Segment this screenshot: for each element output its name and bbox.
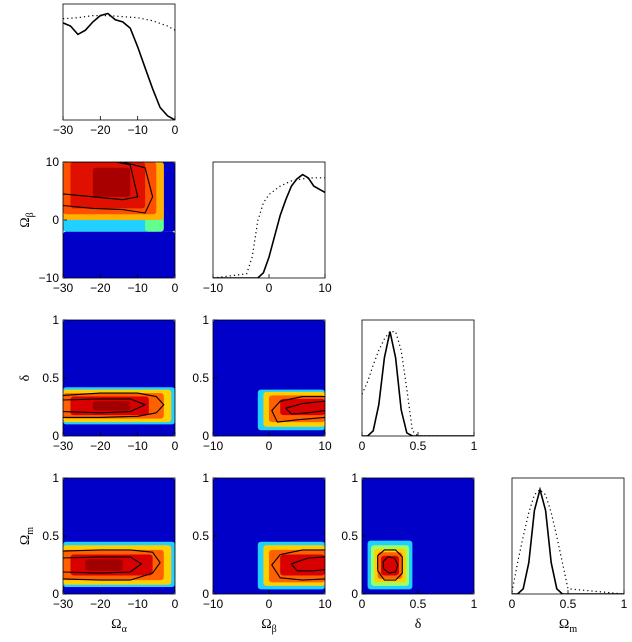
x-tick-label: −10: [127, 439, 148, 453]
x-axis-label: Ωβ: [261, 617, 277, 635]
joint-panel-Oa-d: [62, 319, 176, 437]
marginal-solid-curve: [213, 173, 325, 278]
confidence-contour: [271, 396, 325, 423]
y-tick-label: 0: [52, 213, 59, 227]
density-band: [63, 231, 175, 278]
joint-panel-Ob-Om: [212, 477, 326, 595]
y-tick-label: 1: [351, 471, 358, 485]
x-tick-label: 10: [318, 439, 332, 453]
y-tick-label: 1: [202, 471, 209, 485]
x-tick-label: −10: [127, 123, 148, 137]
x-tick-label: −10: [203, 439, 224, 453]
x-tick-label: 10: [318, 281, 332, 295]
density-band: [280, 398, 325, 416]
y-tick-label: 1: [202, 313, 209, 327]
y-tick-label: 0: [351, 587, 358, 601]
marginal-dotted-curve: [362, 331, 474, 436]
density-band: [280, 554, 325, 576]
joint-panel-d-Om: [361, 477, 475, 595]
confidence-contour: [63, 162, 154, 214]
y-axis-label: δ: [18, 374, 33, 381]
x-tick-label: 0.5: [410, 439, 427, 453]
confidence-contour: [63, 556, 142, 574]
marginal-panel-Oa: [62, 3, 176, 121]
confidence-contour: [285, 400, 325, 415]
x-tick-label: −20: [90, 439, 111, 453]
joint-panel-Ob-d: [212, 319, 326, 437]
marginal-solid-curve: [63, 12, 175, 120]
x-tick-label: 1: [471, 439, 478, 453]
x-tick-label: 0: [172, 281, 179, 295]
y-tick-label: −10: [39, 271, 60, 285]
marginal-dotted-curve: [512, 488, 624, 594]
marginal-solid-curve: [362, 331, 474, 436]
x-tick-label: 0.5: [560, 597, 577, 611]
confidence-contour: [63, 162, 139, 201]
x-tick-label: 0: [266, 281, 273, 295]
y-tick-label: 0: [202, 429, 209, 443]
marginal-panel-Ob: [212, 161, 326, 279]
x-tick-label: 0: [359, 439, 366, 453]
panel-frame: [62, 3, 176, 121]
y-tick-label: 0: [52, 429, 59, 443]
x-tick-label: 0: [172, 123, 179, 137]
x-axis-label: Ωm: [559, 617, 577, 635]
y-tick-label: 0.5: [42, 371, 59, 385]
confidence-contour: [377, 549, 403, 581]
x-tick-label: 0: [172, 597, 179, 611]
x-tick-label: −10: [203, 281, 224, 295]
x-tick-label: 10: [318, 597, 332, 611]
x-tick-label: −30: [53, 123, 74, 137]
joint-panel-Oa-Ob: [62, 161, 176, 279]
y-tick-label: 0.5: [192, 529, 209, 543]
marginal-solid-curve: [512, 486, 624, 594]
x-tick-label: −10: [127, 597, 148, 611]
marginal-dotted-curve: [63, 15, 175, 31]
x-tick-label: 1: [621, 597, 628, 611]
y-tick-label: 10: [46, 155, 60, 169]
y-tick-label: 0.5: [341, 529, 358, 543]
x-tick-label: −20: [90, 123, 111, 137]
confidence-contour: [63, 549, 161, 581]
x-tick-label: −30: [53, 597, 74, 611]
x-tick-label: 0.5: [410, 597, 427, 611]
density-band: [92, 401, 131, 411]
y-tick-label: 0: [52, 587, 59, 601]
x-tick-label: 0: [266, 439, 273, 453]
x-axis-label: Ωα: [111, 617, 127, 635]
x-tick-label: −10: [203, 597, 224, 611]
x-tick-label: −20: [90, 597, 111, 611]
y-axis-label: Ωβ: [18, 212, 36, 228]
density-band: [85, 559, 123, 571]
confidence-contour: [290, 556, 325, 572]
marginal-panel-Om: [511, 477, 625, 595]
y-tick-label: 0: [202, 587, 209, 601]
x-tick-label: −30: [53, 439, 74, 453]
x-tick-label: 0: [266, 597, 273, 611]
y-tick-label: 1: [52, 313, 59, 327]
density-band: [63, 220, 161, 232]
joint-panel-Oa-Om: [62, 477, 176, 595]
x-tick-label: −30: [53, 281, 74, 295]
y-tick-label: 1: [52, 471, 59, 485]
x-tick-label: 0: [509, 597, 516, 611]
confidence-contour: [271, 549, 325, 581]
x-tick-label: 0: [172, 439, 179, 453]
x-tick-label: −10: [127, 281, 148, 295]
x-tick-label: 1: [471, 597, 478, 611]
density-band: [92, 167, 131, 197]
y-tick-label: 0.5: [42, 529, 59, 543]
confidence-contour: [63, 392, 165, 418]
confidence-contour: [382, 556, 399, 574]
y-axis-label: Ωm: [18, 527, 36, 545]
x-tick-label: −20: [90, 281, 111, 295]
x-tick-label: 0: [359, 597, 366, 611]
y-tick-label: 0.5: [192, 371, 209, 385]
confidence-contour: [63, 398, 146, 414]
x-axis-label: δ: [415, 617, 422, 632]
marginal-panel-d: [361, 319, 475, 437]
